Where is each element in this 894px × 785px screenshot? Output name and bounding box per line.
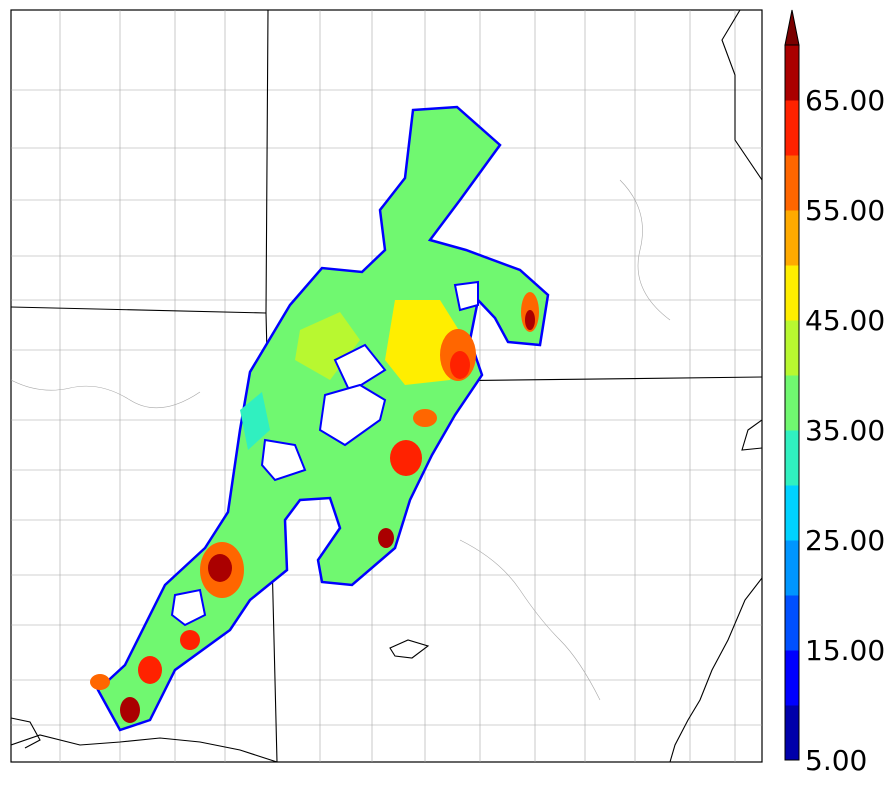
colorbar-tick-label: 65.00 [805,84,885,117]
colorbar-segment [785,210,799,266]
clear-gap-2 [318,383,387,447]
colorbar-tick-label: 15.00 [805,634,885,667]
core-mid2 [413,409,437,427]
colorbar-segment [785,650,799,706]
core-sw2 [138,656,162,684]
core-sw3 [120,697,140,723]
colorbar-segment [785,45,799,101]
colorbar-segment [785,320,799,376]
colorbar-labels: 65.00 55.00 45.00 35.00 25.00 15.00 5.00 [805,84,885,777]
colorbar-segment [785,430,799,486]
colorbar-segment [785,375,799,431]
colorbar [784,9,800,761]
clear-gap-1 [333,343,387,394]
core-west-inner [208,554,232,582]
colorbar-extend-arrow [784,9,800,46]
clear-gap-3 [260,438,307,482]
colorbar-tick-label: 25.00 [805,524,885,557]
core-mid [390,440,422,476]
reflectivity-field [90,105,550,732]
core-blue-west [240,392,270,450]
colorbar-tick-label: 55.00 [805,194,885,227]
clear-gap-4 [453,280,479,312]
core-sw [180,630,200,650]
colorbar-segment [785,540,799,596]
clear-gap-5 [170,588,207,627]
colorbar-segment [785,155,799,211]
colorbar-tick-label: 35.00 [805,414,885,447]
core-green-center [295,312,360,380]
colorbar-segment [785,100,799,156]
core-south [378,528,394,548]
colorbar-frame [784,44,800,761]
core-sw4 [90,674,110,690]
core-e-inner [525,310,535,330]
colorbar-tick-label: 5.00 [805,744,867,777]
colorbar-segment [785,705,799,761]
colorbar-segment [785,265,799,321]
colorbar-segment [785,485,799,541]
colorbar-segment [785,595,799,651]
core-ne-inner [450,351,470,379]
colorbar-tick-label: 45.00 [805,304,885,337]
